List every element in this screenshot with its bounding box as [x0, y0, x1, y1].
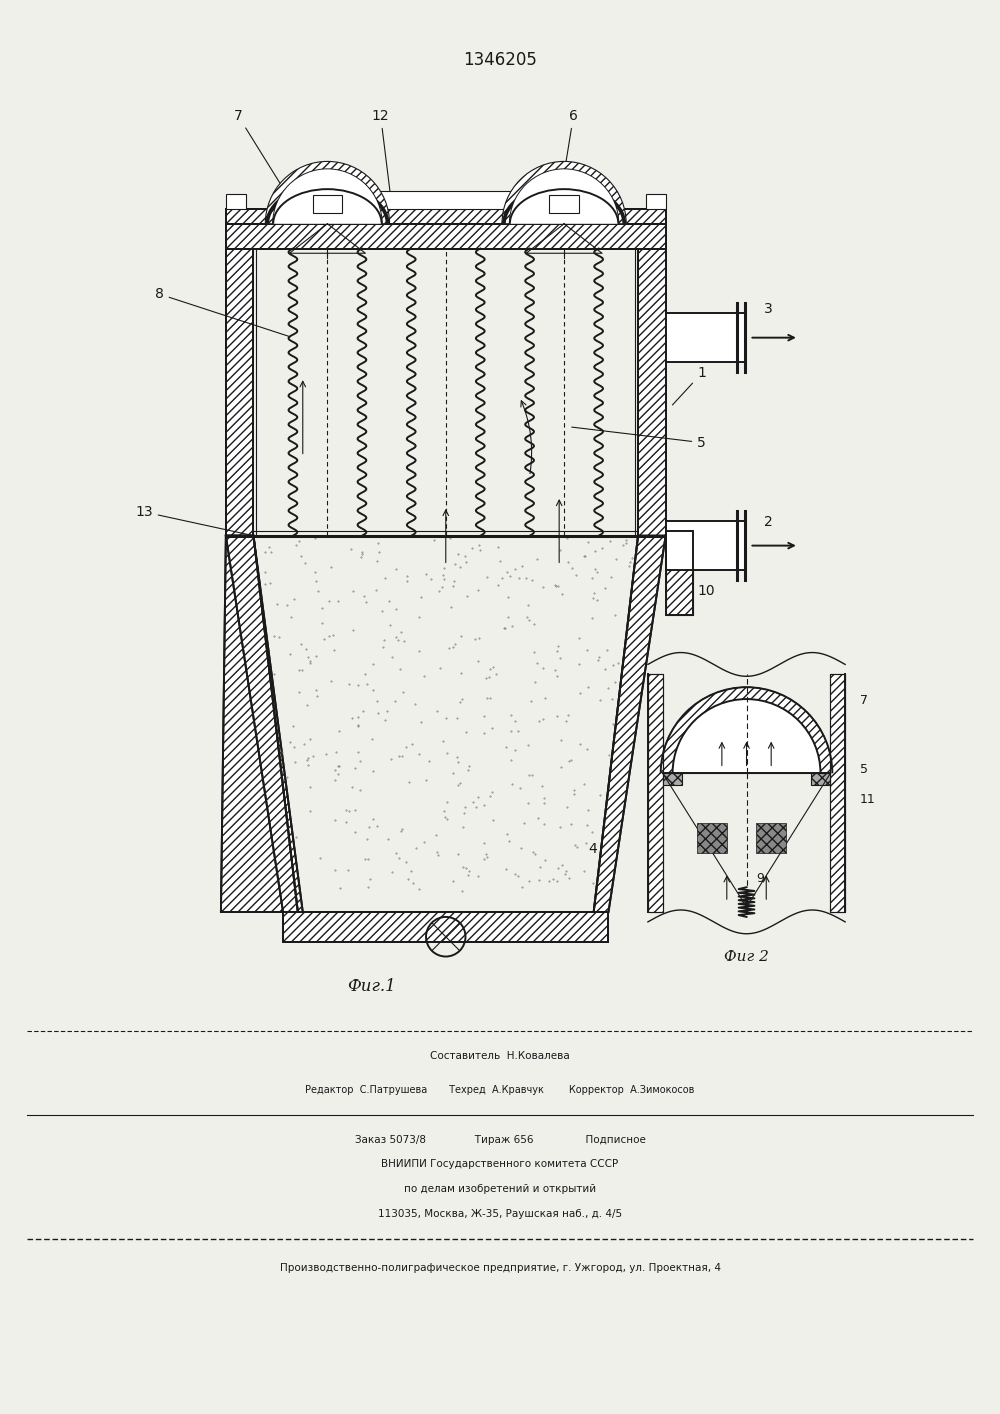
Text: 1: 1 — [672, 366, 706, 404]
Polygon shape — [221, 536, 303, 912]
Polygon shape — [226, 223, 666, 249]
Bar — [275, 191, 616, 209]
Bar — [313, 195, 342, 214]
Bar — [756, 823, 786, 853]
Text: 10: 10 — [678, 584, 715, 598]
Bar — [226, 194, 246, 209]
Text: 13: 13 — [135, 505, 251, 534]
Polygon shape — [283, 912, 608, 942]
Bar — [666, 530, 693, 615]
Text: ВНИИПИ Государственного комитета СССР: ВНИИПИ Государственного комитета СССР — [381, 1159, 619, 1169]
Text: 1346205: 1346205 — [463, 51, 537, 69]
Polygon shape — [226, 536, 298, 912]
Text: 11: 11 — [860, 793, 876, 806]
Wedge shape — [273, 170, 382, 223]
Polygon shape — [226, 209, 666, 223]
Wedge shape — [673, 699, 820, 773]
Text: 9: 9 — [756, 872, 764, 885]
Text: 6: 6 — [560, 109, 578, 201]
Bar — [663, 773, 682, 785]
Text: 113035, Москва, Ж-35, Раушская наб., д. 4/5: 113035, Москва, Ж-35, Раушская наб., д. … — [378, 1209, 622, 1219]
Bar — [697, 823, 727, 853]
Text: 5: 5 — [860, 764, 868, 776]
Bar — [666, 530, 693, 615]
Bar — [646, 194, 666, 209]
Text: 7: 7 — [860, 694, 868, 707]
Text: Фиг 2: Фиг 2 — [724, 950, 769, 964]
Text: 5: 5 — [572, 427, 706, 450]
Polygon shape — [648, 674, 663, 912]
Bar — [549, 195, 579, 214]
Text: 8: 8 — [155, 287, 290, 337]
Text: 7: 7 — [234, 109, 291, 202]
Text: по делам изобретений и открытий: по делам изобретений и открытий — [404, 1184, 596, 1195]
Text: Производственно-полиграфическое предприятие, г. Ужгород, ул. Проектная, 4: Производственно-полиграфическое предприя… — [280, 1264, 720, 1274]
Polygon shape — [226, 249, 253, 536]
Text: Фиг.1: Фиг.1 — [347, 978, 396, 995]
Wedge shape — [661, 687, 832, 773]
Text: 12: 12 — [372, 109, 391, 201]
Wedge shape — [510, 170, 618, 223]
Wedge shape — [265, 161, 390, 223]
Wedge shape — [510, 170, 618, 223]
Polygon shape — [594, 536, 666, 912]
Text: 2: 2 — [764, 515, 773, 529]
Text: 4: 4 — [589, 841, 598, 855]
Text: Редактор  С.Патрушева       Техред  А.Кравчук        Корректор  А.Зимокосов: Редактор С.Патрушева Техред А.Кравчук Ко… — [305, 1085, 695, 1096]
Bar — [666, 520, 745, 570]
Text: Заказ 5073/8               Тираж 656                Подписное: Заказ 5073/8 Тираж 656 Подписное — [355, 1134, 645, 1145]
Polygon shape — [830, 674, 845, 912]
Wedge shape — [273, 170, 382, 223]
Wedge shape — [502, 161, 626, 223]
Bar — [666, 312, 745, 362]
Polygon shape — [638, 249, 666, 536]
Bar — [811, 773, 830, 785]
Text: Составитель  Н.Ковалева: Составитель Н.Ковалева — [430, 1051, 570, 1060]
Text: 3: 3 — [764, 303, 773, 315]
